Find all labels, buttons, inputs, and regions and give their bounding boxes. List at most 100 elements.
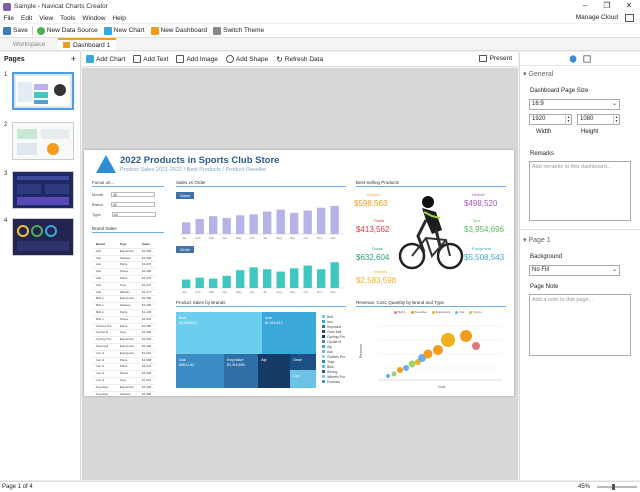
order-bar[interactable] — [236, 270, 245, 288]
properties-icon[interactable] — [569, 54, 577, 63]
width-field[interactable]: 1920 ▲ ▼ — [529, 114, 572, 125]
legend-item[interactable]: Wheels Pro — [322, 374, 352, 379]
filter-select[interactable]: All — [110, 202, 155, 207]
manage-cloud-link[interactable]: Manage Cloud — [575, 14, 618, 21]
sales-bar[interactable] — [276, 209, 285, 234]
legend-item[interactable]: Bike — [322, 364, 352, 369]
sales-bar[interactable] — [303, 210, 312, 234]
tab-workspace[interactable]: Workspace — [12, 41, 46, 48]
close-button[interactable]: ✕ — [625, 1, 633, 10]
legend-item[interactable]: Bolt p — [394, 310, 406, 314]
legend-item[interactable]: Keyvalue — [322, 324, 352, 329]
page-note-textarea[interactable]: Add a note to this page... — [529, 294, 631, 356]
page-thumb-row[interactable]: 1 — [4, 72, 74, 110]
fit-icon[interactable] — [583, 54, 591, 63]
order-bar[interactable] — [222, 275, 231, 288]
menu-tools[interactable]: Tools — [60, 14, 76, 22]
zoom-slider-track[interactable] — [597, 486, 637, 488]
height-spinner[interactable]: ▲ ▼ — [613, 115, 619, 124]
present-button[interactable]: Present — [478, 55, 512, 62]
order-bar[interactable] — [317, 269, 326, 288]
order-bar[interactable] — [249, 267, 258, 288]
legend-item[interactable]: Ask — [322, 349, 352, 354]
order-bar[interactable] — [276, 271, 285, 288]
add-chart-button[interactable]: Add Chart — [82, 55, 129, 63]
order-bar[interactable] — [263, 269, 272, 288]
add-text-button[interactable]: Add Text — [129, 55, 172, 63]
bubble[interactable] — [408, 360, 416, 368]
menu-window[interactable]: Window — [82, 14, 106, 22]
add-page-button[interactable]: + — [70, 54, 76, 64]
legend-item[interactable]: Strong — [322, 369, 352, 374]
legend-item[interactable]: Iron H — [469, 310, 482, 314]
menu-edit[interactable]: Edit — [20, 14, 33, 22]
page-thumbnail[interactable] — [12, 122, 74, 160]
treemap-cell[interactable] — [176, 354, 224, 388]
zoom-slider-handle[interactable] — [612, 484, 615, 490]
remarks-textarea[interactable]: Add remarks to this dashboard... — [529, 161, 631, 221]
order-bar[interactable] — [290, 268, 299, 288]
treemap-cell[interactable] — [290, 370, 316, 388]
sales-bar[interactable] — [330, 205, 339, 234]
bubble[interactable] — [391, 371, 397, 377]
minimize-button[interactable]: – — [582, 1, 588, 10]
order-bar[interactable] — [303, 265, 312, 289]
legend-item[interactable]: Equipment — [432, 310, 450, 314]
legend-item[interactable]: Tops — [322, 359, 352, 364]
treemap-cell[interactable] — [224, 354, 258, 388]
new-data-source-button[interactable]: New Data Source — [34, 26, 101, 35]
page-thumb-row[interactable]: 2 — [4, 122, 74, 160]
width-spinner[interactable]: ▲ ▼ — [565, 115, 571, 124]
tab-dashboard-1[interactable]: Dashboard 1 — [58, 38, 116, 50]
height-field[interactable]: 1080 ▲ ▼ — [577, 114, 620, 125]
sales-bar[interactable] — [236, 215, 245, 234]
dashboard-page[interactable]: 2022 Products in Sports Club Store Produ… — [84, 150, 514, 396]
bubble[interactable] — [386, 374, 390, 378]
menu-view[interactable]: View — [39, 14, 54, 22]
treemap-cell[interactable] — [258, 354, 290, 388]
general-section[interactable]: ▾ General — [523, 71, 554, 78]
bubble[interactable] — [460, 330, 472, 342]
legend-item[interactable]: Clothes Pro — [322, 354, 352, 359]
legend-item[interactable]: Gear bell — [322, 329, 352, 334]
filter-select[interactable]: All — [111, 192, 156, 197]
filter-month[interactable]: Month All — [92, 192, 156, 197]
page-thumb-row[interactable]: 3 — [4, 171, 74, 209]
page-thumbnail[interactable] — [12, 218, 74, 256]
background-select[interactable]: No Fill ⌄ — [529, 265, 620, 276]
save-button[interactable]: Save — [0, 26, 31, 35]
new-dashboard-button[interactable]: New Dashboard — [148, 26, 211, 35]
filter-type[interactable]: Type All — [92, 212, 156, 217]
legend-item[interactable]: Everlast — [322, 379, 352, 384]
sales-bar[interactable] — [222, 218, 231, 234]
legend-item[interactable]: Iron — [322, 319, 352, 324]
order-bar[interactable] — [195, 277, 204, 288]
sales-bar[interactable] — [290, 212, 299, 234]
filter-select[interactable]: All — [111, 212, 156, 217]
order-bar[interactable] — [330, 262, 339, 288]
legend-item[interactable]: Ask — [455, 310, 464, 314]
bubble[interactable] — [397, 367, 403, 373]
add-shape-button[interactable]: Add Shape — [222, 55, 272, 63]
legend-item[interactable]: Cycling Pro — [322, 334, 352, 339]
sales-bar[interactable] — [249, 214, 258, 234]
legend-item[interactable]: Cyclist M — [322, 339, 352, 344]
treemap-cell[interactable] — [290, 354, 316, 370]
legend-item[interactable]: Alp — [322, 344, 352, 349]
bubble[interactable] — [441, 333, 455, 347]
page-thumb-row[interactable]: 4 — [4, 218, 74, 256]
page-size-select[interactable]: 16:9 ⌄ — [529, 99, 620, 110]
bubble[interactable] — [403, 365, 409, 371]
page-thumbnail[interactable] — [12, 72, 74, 110]
legend-item[interactable]: Bolt — [322, 314, 352, 319]
sales-bar[interactable] — [195, 219, 204, 234]
treemap-cell[interactable] — [262, 312, 316, 354]
order-bar[interactable] — [182, 279, 191, 288]
new-chart-button[interactable]: New Chart — [101, 26, 148, 35]
bubble[interactable] — [472, 342, 480, 350]
maximize-button[interactable]: ❐ — [603, 1, 611, 10]
sales-bar[interactable] — [263, 211, 272, 235]
treemap-cell[interactable] — [176, 312, 262, 354]
menu-file[interactable]: File — [3, 14, 14, 22]
page-section[interactable]: ▾ Page 1 — [523, 237, 551, 244]
